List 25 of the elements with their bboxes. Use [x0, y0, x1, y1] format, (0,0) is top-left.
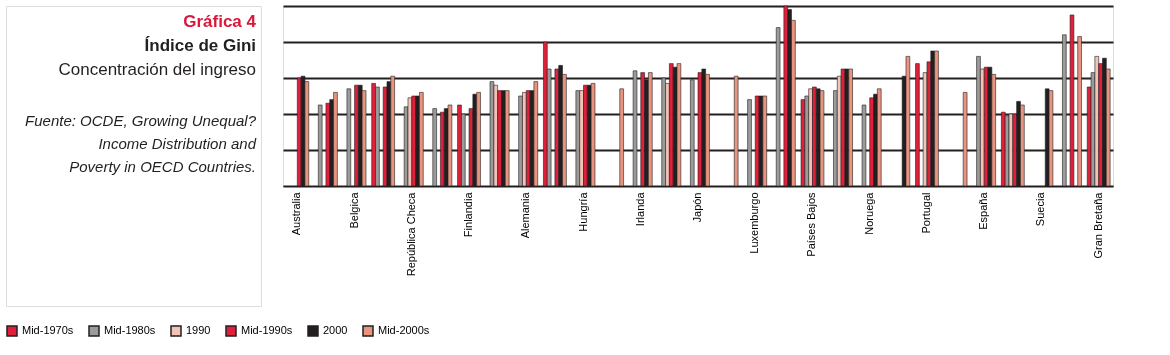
x-tick-label: Irlanda	[633, 191, 646, 227]
x-tick-label: Alemania	[519, 191, 532, 239]
x-tick-label: Gran Bretaña	[1091, 191, 1104, 259]
legend-label: Mid-1980s	[104, 324, 156, 336]
legend-label: 2000	[323, 324, 348, 336]
text: Índice de Gini	[144, 36, 256, 55]
x-tick-label: España	[977, 191, 990, 230]
x-tick-label: Hungría	[576, 191, 589, 232]
x-tick-label: Japón	[691, 192, 703, 223]
text: Concentración del ingreso	[58, 60, 256, 79]
legend-label: Mid-1970s	[22, 324, 74, 336]
x-tick-label: Australia	[290, 191, 303, 236]
legend-label: 1990	[186, 324, 211, 336]
x-tick-label: Luxemburgo	[748, 192, 761, 254]
x-tick-label: Noruega	[862, 191, 875, 235]
legend-label: Mid-2000s	[378, 324, 430, 336]
chart-title: Gráfica 4	[183, 12, 257, 31]
x-tick-label: Países Bajos	[805, 192, 818, 257]
x-tick-label: República Checa	[404, 191, 417, 277]
x-tick-label: Portugal	[919, 192, 932, 234]
x-tick-label: Suecia	[1034, 191, 1047, 227]
x-tick-label: Belgica	[347, 191, 360, 229]
legend-label: Mid-1990s	[241, 324, 293, 336]
source-note: Fuente: OCDE, Growing Unequal? Income Distribution and Poverty in OECD Countries.	[25, 112, 257, 175]
x-tick-label: Finlandia	[462, 191, 475, 238]
